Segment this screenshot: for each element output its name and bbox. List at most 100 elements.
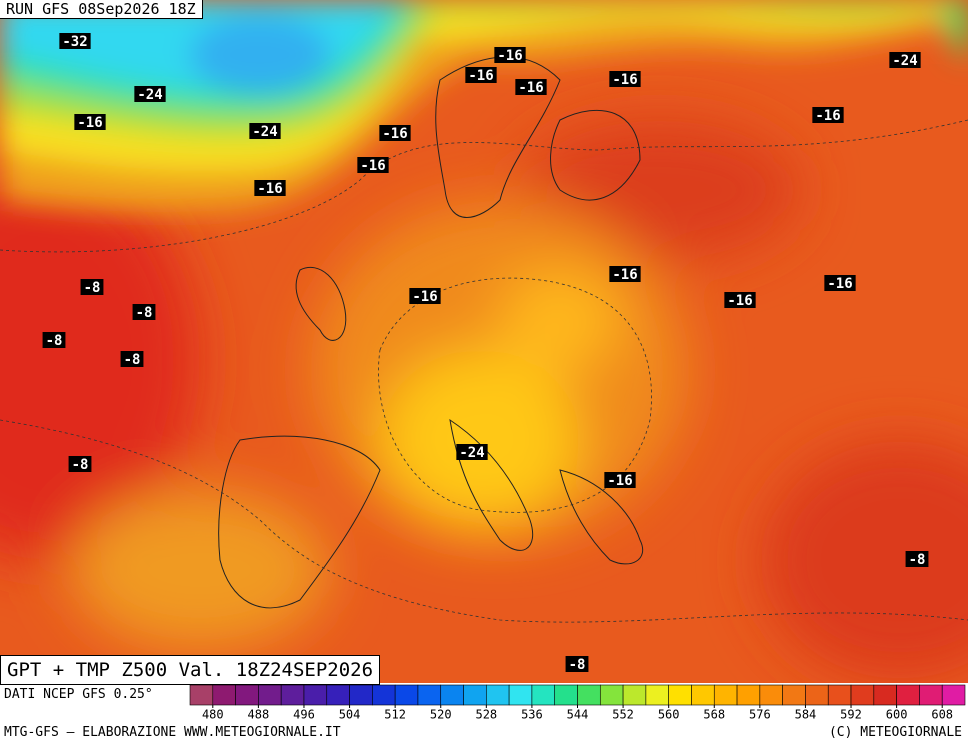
temperature-label-box	[132, 304, 156, 320]
temperature-label-text: -16	[607, 473, 632, 489]
valid-label: GPT + TMP Z500 Val. 18Z24SEP2026	[0, 655, 381, 685]
color-swatch	[577, 684, 601, 706]
colorbar-tick-label: 480	[202, 708, 224, 722]
color-swatch	[440, 684, 464, 706]
color-swatch	[258, 684, 282, 706]
field-shading	[0, 120, 968, 680]
colorbar-tick-label: 504	[339, 708, 361, 722]
color-swatch	[713, 684, 738, 706]
temperature-label-text: -16	[257, 181, 282, 197]
temperature-label-text: -16	[612, 267, 637, 283]
temperature-label: -16	[515, 79, 547, 96]
temperature-label-box	[80, 279, 104, 295]
temperature-label-box	[254, 180, 286, 196]
data-source: DATI NCEP GFS 0.25°	[4, 687, 153, 702]
copyright: (C) METEOGIORNALE	[828, 725, 962, 740]
temperature-label-box	[465, 67, 497, 83]
temperature-label-box	[409, 288, 441, 304]
temperature-label-text: -16	[612, 72, 637, 88]
temperature-label-text: -8	[72, 457, 89, 473]
color-swatch	[805, 684, 829, 706]
colorbar-tick-label: 488	[248, 708, 270, 722]
color-swatch	[850, 684, 875, 706]
temperature-label: -8	[120, 351, 144, 368]
color-swatch	[349, 684, 373, 706]
colorbar-tick-label: 568	[703, 708, 725, 722]
colorbar-tick-label: 512	[384, 708, 406, 722]
temperature-label-box	[249, 123, 281, 139]
color-swatch	[691, 684, 715, 706]
colorbar-tick-label: 592	[840, 708, 862, 722]
color-swatch	[463, 684, 487, 706]
temperature-label-box	[604, 472, 636, 488]
temperature-label-text: -16	[468, 68, 493, 84]
temperature-label-text: -8	[909, 552, 926, 568]
temperature-label-text: -24	[459, 445, 484, 461]
temperature-label: -8	[80, 279, 104, 296]
temperature-label: -24	[249, 123, 281, 140]
temperature-label: -8	[68, 456, 92, 473]
temperature-label-box	[456, 444, 488, 460]
temperature-label: -16	[357, 157, 389, 174]
temperature-label-box	[565, 656, 589, 672]
temperature-label: -16	[465, 67, 497, 84]
temperature-label-box	[68, 456, 92, 472]
colorbar-tick-label: 496	[293, 708, 315, 722]
temperature-label-box	[379, 125, 411, 141]
color-swatch	[896, 684, 920, 706]
temperature-label-text: -8	[46, 333, 63, 349]
temperature-label: -16	[812, 107, 844, 124]
temperature-label-text: -16	[815, 108, 840, 124]
temperature-label-box	[609, 71, 641, 87]
color-swatch	[599, 684, 624, 706]
colorbar: 480 488 496 504 512 520 528 536 544 552 560 568 576 5…	[189, 684, 966, 722]
temperature-label: -16	[74, 114, 106, 131]
temperature-label-text: -16	[360, 158, 385, 174]
temperature-label: -8	[132, 304, 156, 321]
colorbar-tick-label: 584	[795, 708, 817, 722]
color-swatch	[919, 684, 943, 706]
temperature-label: -16	[609, 266, 641, 283]
color-swatch	[736, 684, 761, 706]
colorbar-tick-label: 536	[521, 708, 543, 722]
color-swatch	[554, 684, 578, 706]
temperature-label: -16	[494, 47, 526, 64]
color-swatch	[212, 684, 236, 706]
temperature-label: -16	[409, 288, 441, 305]
color-swatch	[508, 684, 533, 706]
temperature-label-text: -24	[137, 87, 162, 103]
temperature-label-box	[74, 114, 106, 130]
color-swatch	[941, 684, 966, 706]
temperature-label-box	[889, 52, 921, 68]
color-swatch	[873, 684, 897, 706]
colorbar-tick-label: 544	[567, 708, 589, 722]
cold-trough-shading	[0, 0, 968, 212]
temperature-labels: -32-24-16-24-16-16-16-16-16-16 -16-24-16-…	[42, 33, 929, 673]
temperature-label-box	[724, 292, 756, 308]
temperature-label: -8	[905, 551, 929, 568]
colorbar-tick-label: 600	[886, 708, 908, 722]
isotherms	[0, 119, 968, 623]
temperature-label-text: -16	[727, 293, 752, 309]
colorbar-tick-label: 528	[475, 708, 497, 722]
temperature-label: -24	[134, 86, 166, 103]
temperature-label-text: -24	[252, 124, 277, 140]
temperature-label: -16	[254, 180, 286, 197]
color-swatch	[235, 684, 259, 706]
temperature-label-box	[120, 351, 144, 367]
temperature-label: -16	[604, 472, 636, 489]
colorbar-tick-label: 552	[612, 708, 634, 722]
color-swatch	[394, 684, 419, 706]
colorbar-tick-label: 520	[430, 708, 452, 722]
color-swatch	[417, 684, 442, 706]
temperature-label-text: -16	[77, 115, 102, 131]
colorbar-tick-label: 560	[658, 708, 680, 722]
color-swatch	[782, 684, 806, 706]
temperature-label: -16	[824, 275, 856, 292]
temperature-label: -24	[889, 52, 921, 69]
color-swatch	[280, 684, 305, 706]
color-swatch	[668, 684, 692, 706]
color-swatch	[326, 684, 350, 706]
color-swatch	[303, 684, 328, 706]
